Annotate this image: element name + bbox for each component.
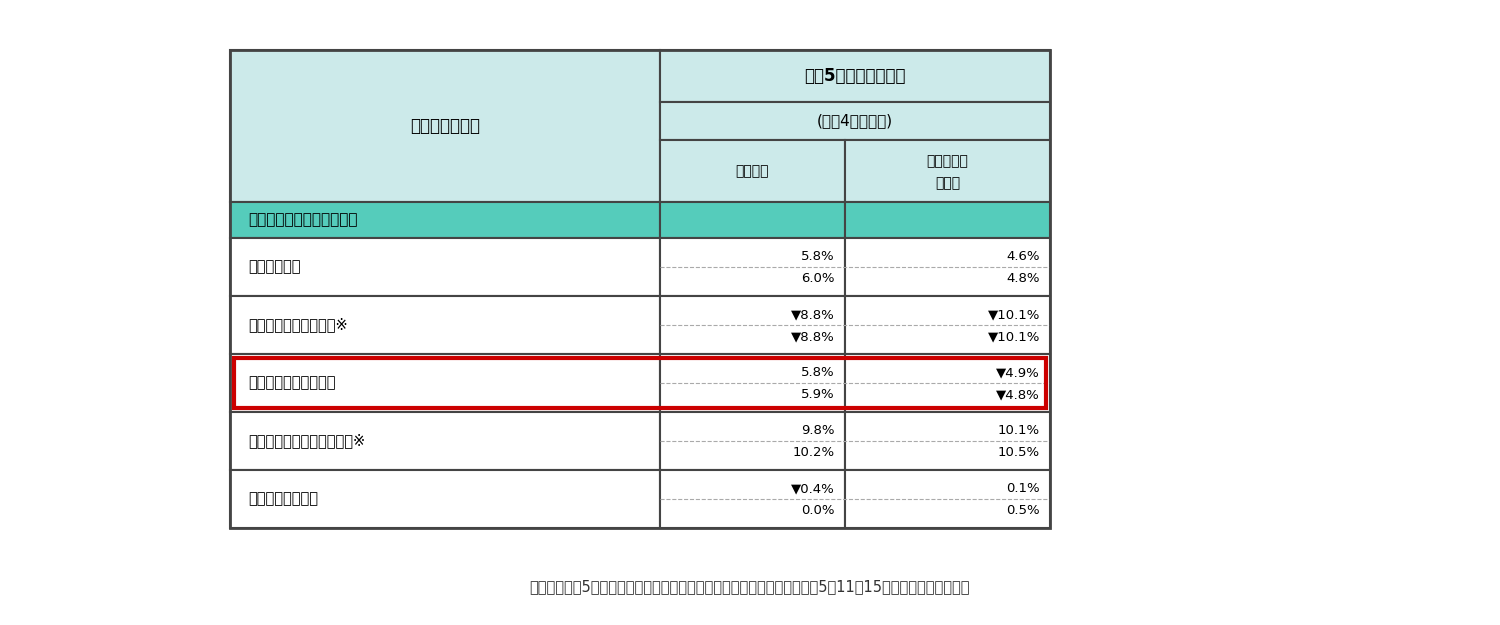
Text: 10.5%: 10.5% bbox=[998, 446, 1039, 459]
Text: ▼8.8%: ▼8.8% bbox=[792, 330, 836, 343]
Text: 0.1%: 0.1% bbox=[1007, 482, 1040, 495]
Text: 収支差率: 収支差率 bbox=[735, 164, 770, 178]
Text: 9.8%: 9.8% bbox=[801, 424, 836, 437]
Text: 6.0%: 6.0% bbox=[801, 272, 836, 285]
Text: 5.8%: 5.8% bbox=[801, 250, 836, 263]
Bar bbox=[230, 238, 660, 296]
Bar bbox=[230, 296, 660, 354]
Text: (令和4年度決算): (令和4年度決算) bbox=[818, 114, 892, 129]
Bar bbox=[844, 354, 1050, 412]
Bar bbox=[660, 296, 844, 354]
Text: 居宅訪問型児童発達支援　※: 居宅訪問型児童発達支援 ※ bbox=[248, 434, 364, 449]
Bar bbox=[844, 202, 1050, 238]
Bar bbox=[844, 470, 1050, 528]
Bar bbox=[844, 296, 1050, 354]
Text: 児童発達支援: 児童発達支援 bbox=[248, 259, 300, 274]
Bar bbox=[660, 202, 844, 238]
Text: 出典：「令和5年障害福祉サービス等経営実態調査結果の概要」　（令和5年11月15日）　｜こども家庭庁: 出典：「令和5年障害福祉サービス等経営実態調査結果の概要」 （令和5年11月15… bbox=[530, 579, 970, 594]
Bar bbox=[844, 238, 1050, 296]
Text: 医療型児童発達支援　※: 医療型児童発達支援 ※ bbox=[248, 318, 348, 332]
Text: 4.6%: 4.6% bbox=[1007, 250, 1040, 263]
Text: 5.9%: 5.9% bbox=[801, 388, 836, 401]
Text: サービスの種類: サービスの種類 bbox=[410, 117, 480, 135]
Text: 0.0%: 0.0% bbox=[801, 504, 836, 517]
Text: 対令和元年: 対令和元年 bbox=[927, 154, 969, 168]
Text: 10.1%: 10.1% bbox=[998, 424, 1039, 437]
Bar bbox=[660, 470, 844, 528]
Text: ▼0.4%: ▼0.4% bbox=[792, 482, 836, 495]
Text: 放課後等デイサービス: 放課後等デイサービス bbox=[248, 376, 336, 391]
Bar bbox=[230, 412, 660, 470]
Text: 度増減: 度増減 bbox=[934, 176, 960, 190]
Bar bbox=[844, 140, 1050, 202]
Bar bbox=[230, 50, 660, 202]
Text: ▼10.1%: ▼10.1% bbox=[987, 330, 1039, 343]
Text: 0.5%: 0.5% bbox=[1007, 504, 1040, 517]
Text: 10.2%: 10.2% bbox=[794, 446, 836, 459]
Bar bbox=[844, 412, 1050, 470]
Bar bbox=[234, 358, 1046, 408]
Text: ▼8.8%: ▼8.8% bbox=[792, 308, 836, 321]
Text: 令和5年経営実態調査: 令和5年経営実態調査 bbox=[804, 67, 906, 85]
Text: ▼4.8%: ▼4.8% bbox=[996, 388, 1039, 401]
Bar bbox=[230, 470, 660, 528]
Bar bbox=[660, 412, 844, 470]
Text: 5.8%: 5.8% bbox=[801, 366, 836, 379]
Bar bbox=[660, 50, 1050, 102]
Bar bbox=[660, 354, 844, 412]
Text: ▼4.9%: ▼4.9% bbox=[996, 366, 1039, 379]
Bar bbox=[230, 202, 660, 238]
Bar bbox=[230, 354, 660, 412]
Bar bbox=[230, 50, 1050, 528]
Text: 4.8%: 4.8% bbox=[1007, 272, 1040, 285]
Text: 保育所等訪問支援: 保育所等訪問支援 bbox=[248, 491, 318, 506]
Text: ▼10.1%: ▼10.1% bbox=[987, 308, 1039, 321]
Bar bbox=[660, 102, 1050, 140]
Text: 障害児通所・訪問サービス: 障害児通所・訪問サービス bbox=[248, 213, 357, 228]
Bar bbox=[660, 140, 844, 202]
Bar bbox=[660, 238, 844, 296]
